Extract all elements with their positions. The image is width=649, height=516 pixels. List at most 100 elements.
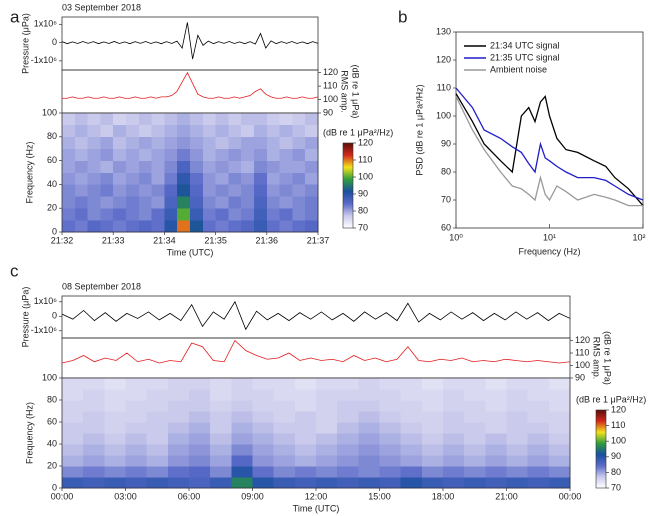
spectrogram-cell bbox=[74, 136, 88, 149]
spectrogram-cell bbox=[62, 124, 76, 138]
spectrogram-cell bbox=[292, 220, 306, 233]
spectrogram-cell bbox=[125, 422, 147, 434]
spectrogram-cell bbox=[100, 160, 114, 173]
plot-frame bbox=[61, 112, 319, 233]
spectrogram-cell bbox=[316, 411, 338, 423]
colorbar-tick-label: 90 bbox=[611, 451, 621, 461]
spectrogram-cell bbox=[202, 124, 216, 138]
spectrogram-cell bbox=[100, 184, 114, 197]
spectrogram-cell bbox=[125, 477, 147, 489]
series-line bbox=[455, 96, 643, 207]
spectrogram-cell bbox=[337, 378, 359, 390]
spectrogram-cell bbox=[215, 208, 229, 221]
spectrogram-cell bbox=[292, 172, 306, 185]
spectrogram-cell bbox=[113, 113, 127, 126]
spectrogram-cell bbox=[241, 172, 255, 185]
spectrogram-cell bbox=[113, 172, 127, 185]
spectrogram-cell bbox=[125, 389, 147, 401]
spectrogram-cell bbox=[337, 477, 359, 489]
spectrogram-cell bbox=[292, 184, 306, 197]
spectrogram-cell bbox=[400, 477, 423, 489]
panel-title: 03 September 2018 bbox=[62, 2, 141, 12]
spectrogram-cell bbox=[279, 196, 293, 209]
spectrogram-cell bbox=[164, 172, 178, 185]
spectrogram-cell bbox=[210, 422, 232, 434]
spectrogram-cell bbox=[74, 184, 88, 197]
spectrogram-cell bbox=[113, 136, 127, 149]
x-tick-label: 10⁰ bbox=[449, 232, 463, 242]
spectrogram-cell bbox=[316, 422, 338, 434]
x-tick-label: 06:00 bbox=[178, 491, 201, 501]
spectrogram-cell bbox=[189, 389, 211, 401]
y-tick-label: 90 bbox=[323, 107, 333, 117]
spectrogram-cell bbox=[252, 411, 274, 423]
spectrogram-cell bbox=[126, 172, 140, 185]
spectrogram-cell bbox=[464, 378, 486, 390]
spectrogram-cell bbox=[164, 136, 178, 149]
spectrogram-cell bbox=[138, 220, 152, 233]
spectrogram-cell bbox=[113, 220, 127, 233]
spectrogram-cell bbox=[167, 378, 190, 390]
spectrogram-cell bbox=[231, 411, 253, 423]
spectrogram-cell bbox=[126, 148, 140, 161]
spectrogram-cell bbox=[443, 466, 465, 478]
spectrogram-cell bbox=[210, 466, 232, 478]
spectrogram-cell bbox=[62, 444, 84, 456]
spectrogram-cell bbox=[252, 422, 274, 434]
spectrogram-cell bbox=[266, 148, 280, 161]
plot-frame bbox=[61, 377, 571, 489]
y-tick-label: 120 bbox=[436, 54, 451, 64]
spectrogram-cell bbox=[527, 400, 550, 412]
spectrogram-cell bbox=[151, 136, 165, 149]
spectrogram-cell bbox=[421, 466, 444, 478]
spectrogram-cell bbox=[527, 455, 550, 467]
spectrogram-cell bbox=[527, 422, 550, 434]
spectrogram-cell bbox=[210, 389, 232, 401]
spectrogram-cell bbox=[62, 378, 84, 390]
y-tick-label: -1x10⁶ bbox=[31, 325, 58, 335]
spectrogram-cell bbox=[62, 433, 84, 445]
spectrogram-cell bbox=[506, 378, 528, 390]
spectrogram-cell bbox=[252, 477, 274, 489]
spectrogram-cell bbox=[104, 422, 126, 434]
spectrogram-cell bbox=[305, 113, 319, 126]
y-tick-label: 40 bbox=[47, 179, 57, 189]
colorbar-tick-label: 120 bbox=[358, 137, 373, 147]
spectrogram-cell bbox=[252, 444, 274, 456]
spectrogram-cell bbox=[421, 389, 444, 401]
spectrogram-cell bbox=[177, 113, 191, 126]
spectrogram-cell bbox=[126, 220, 140, 233]
spectrogram-cell bbox=[151, 196, 165, 209]
spectrogram-cell bbox=[228, 113, 242, 126]
spectrogram-cell bbox=[177, 220, 191, 233]
spectrogram-cell bbox=[62, 160, 76, 173]
spectrogram-cell bbox=[443, 455, 465, 467]
spectrogram-cell bbox=[228, 136, 242, 149]
spectrogram-cell bbox=[358, 477, 380, 489]
spectrogram-cell bbox=[316, 466, 338, 478]
plot-frame bbox=[61, 295, 571, 339]
colorbar-tick-label: 80 bbox=[358, 205, 368, 215]
x-axis-label: Time (UTC) bbox=[167, 247, 214, 257]
spectrogram-cell bbox=[177, 124, 191, 138]
spectrogram-cell bbox=[506, 411, 528, 423]
y-tick-label: 70 bbox=[441, 194, 451, 204]
spectrogram-cell bbox=[485, 400, 507, 412]
spectrogram-cell bbox=[254, 124, 268, 138]
spectrogram-cell bbox=[146, 455, 169, 467]
series-line bbox=[61, 22, 319, 60]
spectrogram-cell bbox=[316, 389, 338, 401]
spectrogram-cell bbox=[241, 113, 255, 126]
y-tick-label: 0 bbox=[52, 37, 57, 47]
spectrogram-cell bbox=[527, 466, 550, 478]
spectrogram-cell bbox=[241, 208, 255, 221]
spectrogram-cell bbox=[231, 433, 253, 445]
spectrogram-cell bbox=[126, 124, 140, 138]
spectrogram-cell bbox=[316, 378, 338, 390]
y-tick-label: 110 bbox=[437, 82, 451, 92]
spectrogram-cell bbox=[210, 444, 232, 456]
x-tick-label: 15:00 bbox=[368, 491, 391, 501]
spectrogram-cell bbox=[292, 113, 306, 126]
spectrogram-cell bbox=[443, 422, 465, 434]
y-tick-label: 0 bbox=[52, 311, 57, 321]
